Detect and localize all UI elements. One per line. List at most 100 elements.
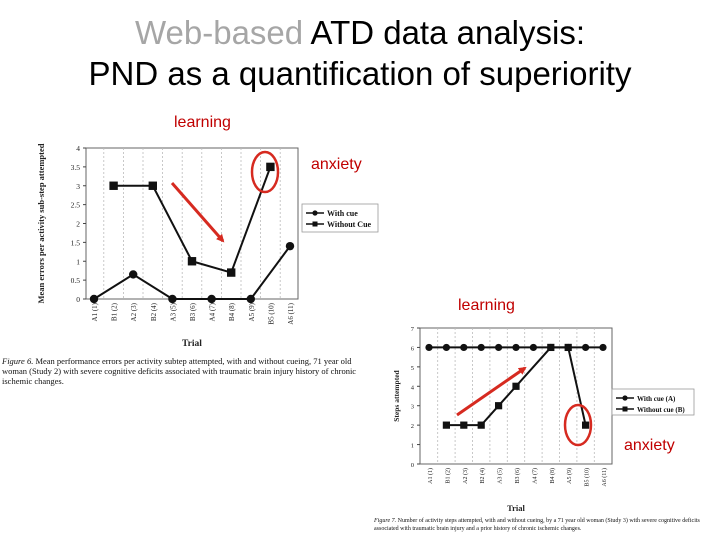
legend-marker bbox=[622, 395, 628, 401]
data-point-with-cue bbox=[129, 270, 138, 279]
y-tick-label: 0.5 bbox=[71, 276, 81, 285]
figure-6-caption-label: Figure 6. bbox=[2, 356, 34, 366]
x-tick-label: B3 (6) bbox=[189, 302, 197, 321]
y-tick-label: 3 bbox=[76, 182, 80, 191]
trend-arrow-2 bbox=[456, 366, 527, 417]
slide-title-grey-part: Web-based bbox=[134, 14, 304, 51]
y-tick-label: 2 bbox=[76, 220, 80, 229]
x-tick-label: A3 (5) bbox=[497, 468, 504, 484]
trend-arrow-1 bbox=[170, 182, 225, 243]
x-tick-label: B1 (2) bbox=[111, 302, 119, 321]
legend-label: Without Cue bbox=[327, 220, 372, 229]
data-point-without-cue bbox=[547, 343, 555, 352]
data-point-without-cue bbox=[564, 343, 572, 352]
x-tick-label: A6 (11) bbox=[601, 468, 608, 487]
x-tick-label: B5 (10) bbox=[267, 302, 275, 324]
data-point-without-cue bbox=[512, 382, 520, 390]
y-tick-label: 1.5 bbox=[71, 238, 81, 247]
x-tick-label: A3 (5) bbox=[169, 302, 177, 321]
x-tick-label: B2 (4) bbox=[150, 302, 158, 321]
anxiety-label-1: anxiety bbox=[311, 156, 362, 173]
y-tick-label: 1 bbox=[76, 257, 80, 266]
x-tick-label: A5 (9) bbox=[566, 468, 573, 484]
data-point-without-cue bbox=[187, 257, 197, 266]
series-line-1 bbox=[93, 245, 291, 300]
highlight-circle-2 bbox=[563, 403, 593, 447]
learning-label-1: learning bbox=[174, 114, 231, 131]
y-tick-label: 2 bbox=[411, 423, 414, 430]
x-tick-label: B5 (10) bbox=[584, 468, 591, 487]
plot-area bbox=[85, 147, 299, 300]
legend-box bbox=[301, 203, 379, 233]
legend-label: With cue (A) bbox=[637, 395, 676, 403]
figure-7-caption: Figure 7. Number of activity steps attem… bbox=[374, 517, 718, 533]
figure-6-chart: 0 0.5 1 1.5 2 2.5 3 3.5 4 A1 (1) B1 (2) A2 (3) B2 (4… bbox=[36, 143, 379, 349]
x-tick-label: A1 (1) bbox=[91, 302, 99, 321]
data-point-without-cue bbox=[477, 421, 485, 429]
slide-title-line-2: PND as a quantification of superiority bbox=[88, 55, 632, 92]
y-tick-label: 3.5 bbox=[71, 163, 81, 172]
data-point-with-cue bbox=[582, 343, 590, 352]
x-tick-label: A6 (11) bbox=[287, 302, 295, 324]
figure-7-caption-label: Figure 7. bbox=[374, 518, 397, 524]
data-point-without-cue bbox=[227, 268, 236, 277]
data-point-with-cue bbox=[460, 343, 468, 352]
y-tick-label: 5 bbox=[411, 365, 414, 372]
legend-marker bbox=[312, 221, 318, 227]
y-tick-label: 4 bbox=[411, 384, 415, 391]
highlight-circle-1 bbox=[250, 150, 280, 194]
figure-7-caption-text: Number of activity steps attempted, with… bbox=[374, 518, 700, 532]
data-point-without-cue bbox=[266, 162, 275, 172]
data-point-with-cue bbox=[89, 294, 99, 304]
figure-6-caption: Figure 6. Mean performance errors per ac… bbox=[2, 356, 374, 386]
x-tick-label: A2 (3) bbox=[462, 468, 469, 484]
data-point-with-cue bbox=[246, 294, 255, 304]
x-tick-label: B4 (8) bbox=[549, 468, 556, 484]
data-point-with-cue bbox=[477, 343, 485, 352]
legend-marker bbox=[622, 406, 628, 412]
x-axis-label: Trial bbox=[182, 339, 202, 349]
y-tick-label: 7 bbox=[411, 326, 415, 333]
data-point-without-cue bbox=[460, 421, 468, 429]
x-tick-label: B1 (2) bbox=[444, 468, 451, 484]
x-tick-label: A2 (3) bbox=[130, 302, 138, 321]
x-tick-label: B4 (8) bbox=[228, 302, 236, 321]
y-tick-label: 0 bbox=[411, 462, 414, 469]
data-point-with-cue bbox=[207, 294, 216, 304]
x-tick-label: A4 (7) bbox=[531, 468, 538, 484]
data-point-with-cue bbox=[285, 241, 295, 251]
x-tick-label: A4 (7) bbox=[209, 302, 217, 321]
data-point-without-cue bbox=[582, 421, 590, 429]
legend-label: Without cue (B) bbox=[637, 406, 685, 414]
y-axis-label: Steps attempted bbox=[392, 369, 401, 421]
data-point-with-cue bbox=[495, 343, 503, 352]
y-tick-label: 3 bbox=[411, 404, 414, 411]
data-point-with-cue bbox=[512, 343, 520, 352]
data-point-with-cue bbox=[168, 294, 177, 304]
y-tick-label: 4 bbox=[76, 144, 80, 153]
x-tick-label: A5 (9) bbox=[248, 302, 256, 321]
data-point-with-cue bbox=[425, 343, 433, 352]
data-point-without-cue bbox=[109, 181, 118, 190]
y-axis-label: Mean errors per activity sub-step attemp… bbox=[36, 143, 46, 303]
y-tick-label: 1 bbox=[411, 443, 414, 450]
legend-label: With cue bbox=[327, 209, 358, 218]
data-point-with-cue bbox=[599, 343, 607, 352]
x-tick-label: B3 (6) bbox=[514, 468, 521, 484]
x-tick-label: B2 (4) bbox=[479, 468, 486, 484]
anxiety-label-2: anxiety bbox=[624, 437, 675, 454]
slide-title-rest: ATD data analysis: bbox=[303, 14, 586, 51]
data-point-without-cue bbox=[442, 421, 450, 429]
data-point-without-cue bbox=[148, 181, 157, 190]
legend-marker bbox=[312, 210, 318, 216]
slide-title-line-1: Web-based ATD data analysis: bbox=[0, 14, 720, 52]
x-axis-label: Trial bbox=[507, 503, 525, 513]
y-tick-label: 2.5 bbox=[71, 201, 81, 210]
y-tick-label: 0 bbox=[76, 295, 80, 304]
data-point-without-cue bbox=[495, 402, 503, 410]
x-tick-label: A1 (1) bbox=[427, 468, 434, 484]
learning-label-2: learning bbox=[458, 297, 515, 314]
y-tick-label: 6 bbox=[411, 345, 415, 352]
